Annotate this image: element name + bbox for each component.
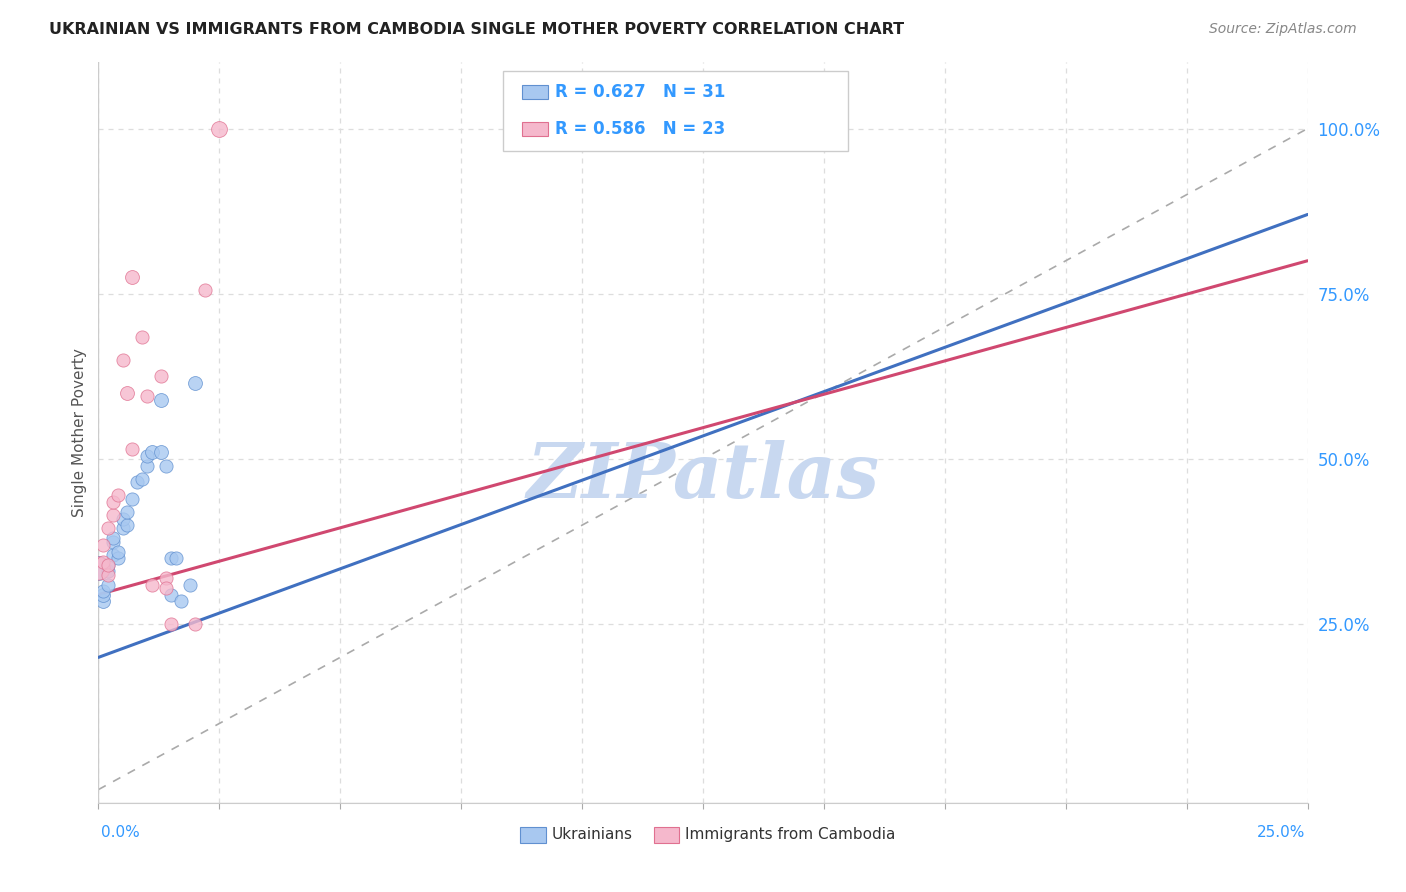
Point — [101, 532, 124, 546]
Text: Immigrants from Cambodia: Immigrants from Cambodia — [685, 828, 896, 842]
Point — [121, 491, 143, 506]
Point — [117, 518, 139, 533]
Point — [127, 475, 149, 490]
Text: 0.0%: 0.0% — [101, 825, 141, 839]
Point — [141, 577, 163, 591]
Text: R = 0.586   N = 23: R = 0.586 N = 23 — [555, 120, 725, 138]
Point — [135, 449, 157, 463]
Point — [121, 442, 143, 457]
Point — [141, 445, 163, 459]
Point — [135, 389, 157, 403]
Point — [160, 551, 183, 566]
Point — [97, 565, 120, 579]
Point — [208, 121, 231, 136]
FancyBboxPatch shape — [503, 71, 848, 152]
Point — [131, 330, 153, 344]
Point — [160, 588, 183, 602]
Point — [169, 594, 191, 608]
Point — [97, 567, 120, 582]
Point — [101, 548, 124, 562]
Bar — [522, 121, 548, 136]
Point — [155, 581, 177, 595]
Text: UKRAINIAN VS IMMIGRANTS FROM CAMBODIA SINGLE MOTHER POVERTY CORRELATION CHART: UKRAINIAN VS IMMIGRANTS FROM CAMBODIA SI… — [49, 22, 904, 37]
Point — [150, 369, 173, 384]
Point — [194, 284, 217, 298]
Text: ZIPatlas: ZIPatlas — [526, 440, 880, 514]
Point — [91, 584, 114, 599]
Point — [117, 386, 139, 401]
Point — [107, 488, 129, 502]
Point — [87, 561, 110, 575]
Point — [155, 571, 177, 585]
Text: R = 0.627   N = 31: R = 0.627 N = 31 — [555, 83, 725, 101]
Point — [155, 458, 177, 473]
Point — [111, 352, 134, 367]
Y-axis label: Single Mother Poverty: Single Mother Poverty — [72, 348, 87, 517]
Point — [117, 505, 139, 519]
Point — [165, 551, 187, 566]
Point — [111, 511, 134, 525]
Point — [179, 577, 201, 591]
Bar — [522, 85, 548, 99]
Point — [160, 617, 183, 632]
Text: Source: ZipAtlas.com: Source: ZipAtlas.com — [1209, 22, 1357, 37]
Point — [107, 544, 129, 558]
Point — [97, 558, 120, 572]
Point — [97, 577, 120, 591]
Point — [101, 508, 124, 523]
Point — [131, 472, 153, 486]
Point — [150, 445, 173, 459]
Point — [91, 538, 114, 552]
Point — [101, 534, 124, 549]
Point — [150, 392, 173, 407]
Point — [107, 551, 129, 566]
Point — [101, 495, 124, 509]
Point — [184, 617, 207, 632]
Point — [97, 521, 120, 535]
Point — [87, 561, 110, 575]
Point — [184, 376, 207, 390]
Point — [135, 458, 157, 473]
Point — [111, 521, 134, 535]
Text: Ukrainians: Ukrainians — [551, 828, 633, 842]
Text: 25.0%: 25.0% — [1257, 825, 1305, 839]
Point — [91, 588, 114, 602]
Point — [91, 555, 114, 569]
Point — [121, 270, 143, 285]
Point — [91, 594, 114, 608]
Point — [97, 558, 120, 572]
